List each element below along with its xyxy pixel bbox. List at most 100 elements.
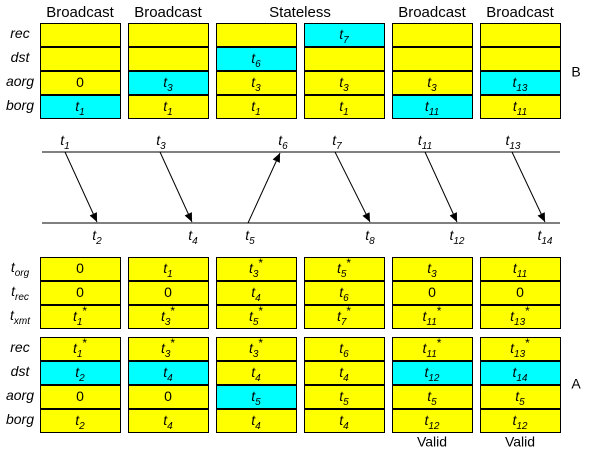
base: t — [427, 388, 432, 404]
valid-label: Valid — [417, 434, 447, 450]
subscript: 3 — [167, 83, 173, 94]
row-label: borg — [6, 411, 34, 427]
timeline-label: t6 — [278, 132, 288, 152]
subscript: 7 — [336, 141, 342, 152]
base: t — [512, 412, 517, 428]
cell-value: t12 — [512, 412, 527, 432]
subscript: xmt — [13, 316, 31, 327]
cell — [480, 257, 561, 281]
cell-value: t1 — [163, 260, 172, 280]
base: t — [251, 388, 256, 404]
superscript: * — [82, 336, 87, 350]
cell-value: 0 — [164, 284, 172, 300]
subscript: 13 — [514, 349, 526, 360]
cell-value: t5* — [249, 304, 263, 327]
cell-value: t3 — [339, 74, 349, 94]
cell-value: t1 — [75, 98, 84, 118]
row-label: borg — [6, 97, 34, 113]
cell-value: t1 — [163, 98, 172, 118]
base: t — [339, 412, 344, 428]
cell-value: t3 — [251, 74, 261, 94]
cell — [480, 281, 561, 305]
subscript: 5 — [519, 397, 525, 408]
subscript: 1 — [77, 317, 83, 328]
base: t — [537, 227, 542, 243]
base: borg — [6, 97, 34, 113]
subscript: 7 — [341, 317, 347, 328]
superscript: * — [82, 304, 87, 318]
subscript: 1 — [79, 107, 85, 118]
timeline-label: t1 — [60, 132, 69, 152]
cell — [392, 305, 473, 329]
base: t — [163, 364, 168, 380]
base: t — [425, 98, 430, 114]
cell — [480, 385, 561, 409]
subscript: 2 — [78, 373, 85, 384]
subscript: 4 — [255, 373, 261, 384]
timeline-label: t8 — [365, 227, 375, 247]
base: t — [75, 364, 80, 380]
cell — [128, 409, 209, 433]
subscript: 1 — [64, 141, 70, 152]
cell-value: t3 — [427, 74, 437, 94]
base: t — [249, 260, 254, 276]
subscript: 5 — [343, 397, 349, 408]
subscript: rec — [15, 292, 29, 303]
subscript: 6 — [343, 293, 349, 304]
timeline-label: t12 — [449, 227, 464, 247]
subscript: 5 — [431, 397, 437, 408]
subscript: 1 — [167, 269, 173, 280]
cell-value: t11 — [513, 98, 527, 118]
base: t — [161, 308, 166, 324]
subscript: 5 — [341, 269, 347, 280]
base: t — [11, 283, 16, 299]
cell — [128, 71, 209, 95]
base: t — [251, 50, 256, 66]
base: borg — [6, 411, 34, 427]
cell — [392, 257, 473, 281]
base: 0 — [164, 388, 172, 404]
cell — [216, 305, 297, 329]
base: t — [423, 308, 428, 324]
superscript: * — [170, 336, 175, 350]
base: rec — [10, 339, 29, 355]
subscript: 5 — [255, 397, 261, 408]
subscript: 11 — [426, 317, 436, 328]
base: t — [156, 132, 161, 148]
cell — [392, 95, 473, 119]
cell — [128, 337, 209, 361]
cell — [304, 385, 385, 409]
superscript: * — [346, 256, 351, 270]
base: t — [249, 340, 254, 356]
row-label: trec — [11, 283, 29, 303]
base: t — [449, 227, 454, 243]
base: t — [512, 74, 517, 90]
cell-value: t3* — [161, 304, 175, 327]
base: rec — [10, 25, 29, 41]
cell — [216, 257, 297, 281]
cell-value: t13 — [512, 74, 527, 94]
subscript: 11 — [429, 107, 439, 118]
subscript: 11 — [517, 107, 527, 118]
cell-value: t3* — [249, 336, 263, 359]
superscript: * — [525, 336, 530, 350]
base: t — [424, 412, 429, 428]
cell — [480, 95, 561, 119]
base: t — [75, 98, 80, 114]
base: t — [505, 132, 510, 148]
base: t — [251, 412, 256, 428]
cell — [40, 337, 121, 361]
cell-value: t1* — [73, 304, 87, 327]
arrow — [424, 151, 458, 223]
base: 0 — [164, 284, 172, 300]
cell-value: 0 — [164, 388, 172, 404]
base: t — [513, 98, 518, 114]
cell — [128, 281, 209, 305]
column-header: Broadcast — [134, 4, 202, 21]
cell-value: 0 — [428, 284, 436, 300]
row-label: dst — [11, 363, 31, 379]
cell — [40, 361, 121, 385]
base: aorg — [6, 387, 34, 403]
superscript: * — [170, 304, 175, 318]
subscript: 3 — [431, 269, 437, 280]
